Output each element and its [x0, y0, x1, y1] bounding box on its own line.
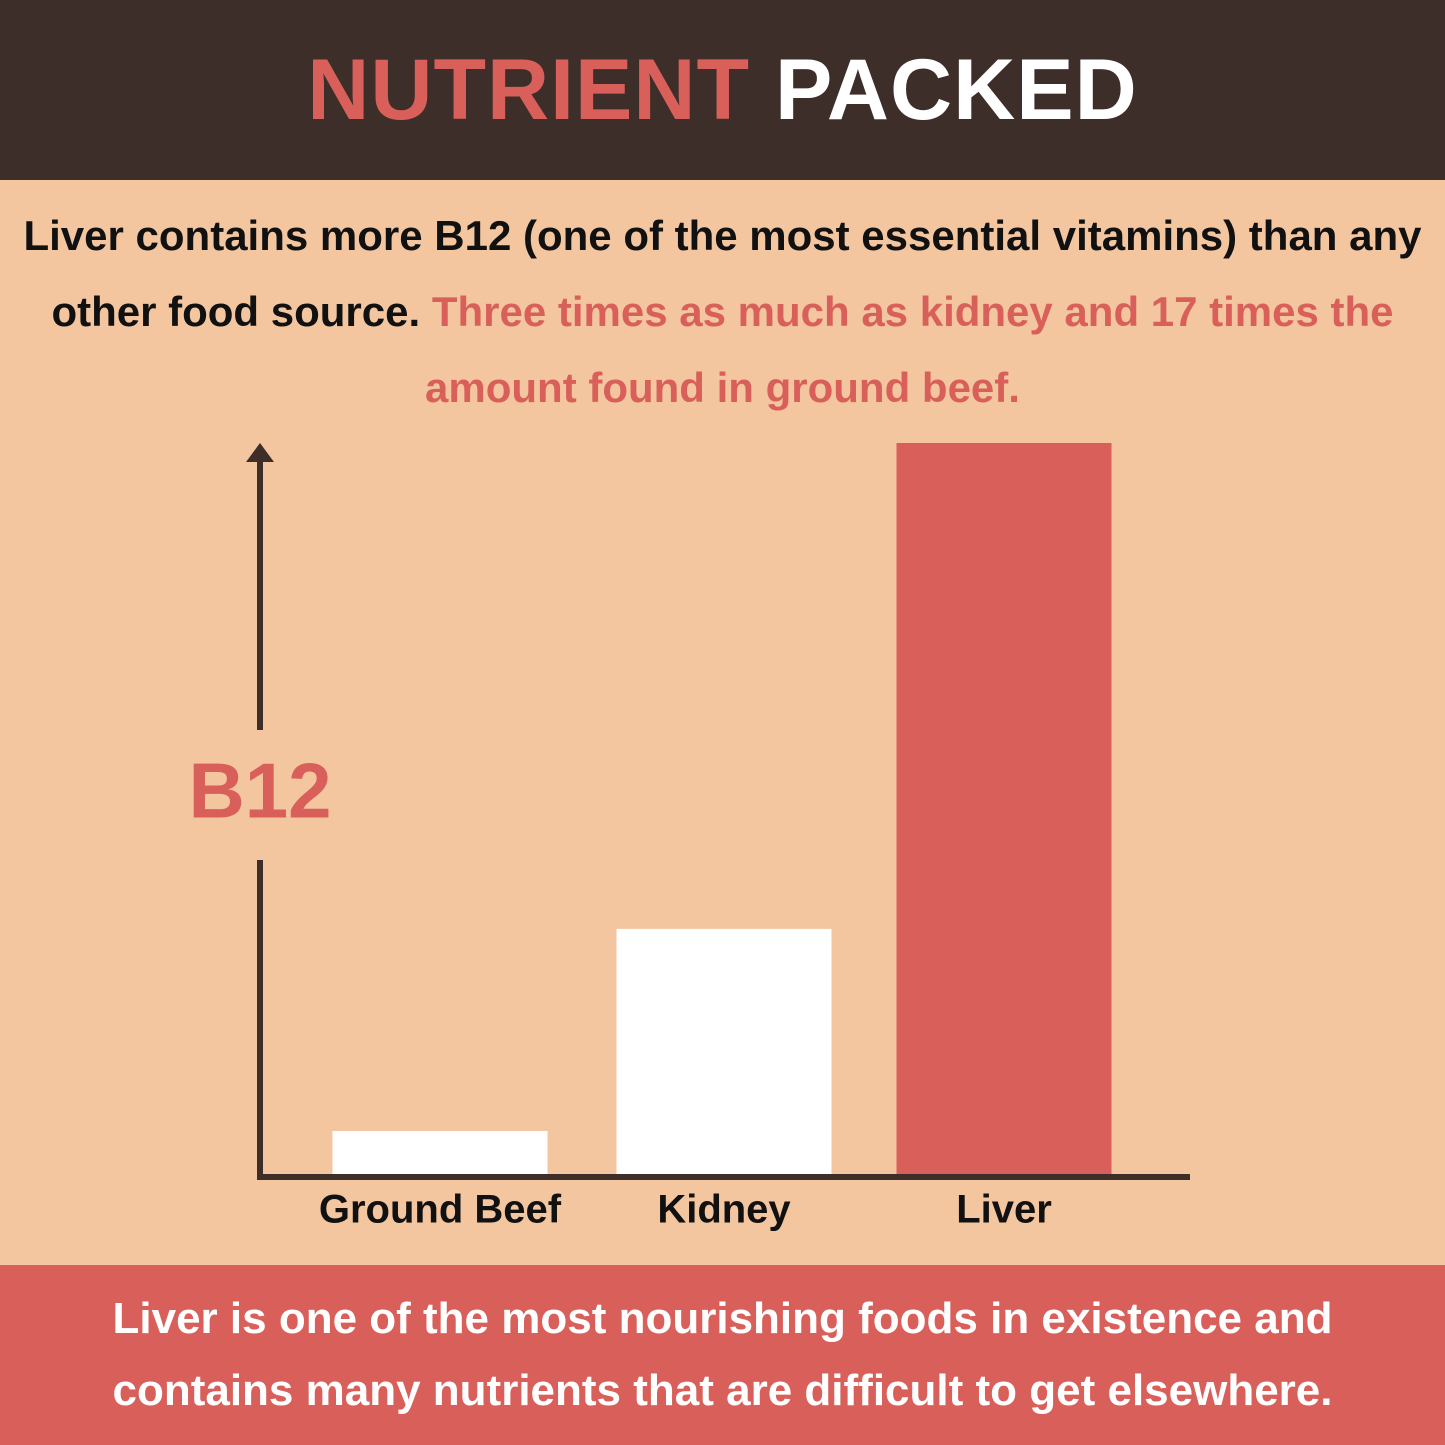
x-tick-label: Kidney [657, 1188, 791, 1232]
axis-arrow [246, 443, 274, 462]
chart: B12 Ground Beef Kidney Liver [188, 443, 1190, 1232]
bar [896, 443, 1112, 1174]
bar [616, 928, 832, 1174]
footer: Liver is one of the most nourishing food… [0, 1265, 1445, 1445]
header: NUTRIENT PACKED [0, 0, 1445, 180]
subtitle: Liver contains more B12 (one of the most… [23, 212, 1422, 335]
title: NUTRIENT [307, 42, 751, 138]
y-axis-label: B12 [188, 747, 331, 835]
bar [332, 1131, 548, 1174]
subtitle-highlight: Three times as much as kidney and 17 tim… [425, 288, 1394, 411]
x-tick-label: Ground Beef [319, 1188, 562, 1232]
x-tick-label: Liver [956, 1188, 1052, 1232]
title-highlight: PACKED [774, 42, 1138, 138]
footer-text: Liver is one of the most nourishing food… [112, 1294, 1333, 1415]
subtitle-block: Liver contains more B12 (one of the most… [20, 198, 1425, 426]
